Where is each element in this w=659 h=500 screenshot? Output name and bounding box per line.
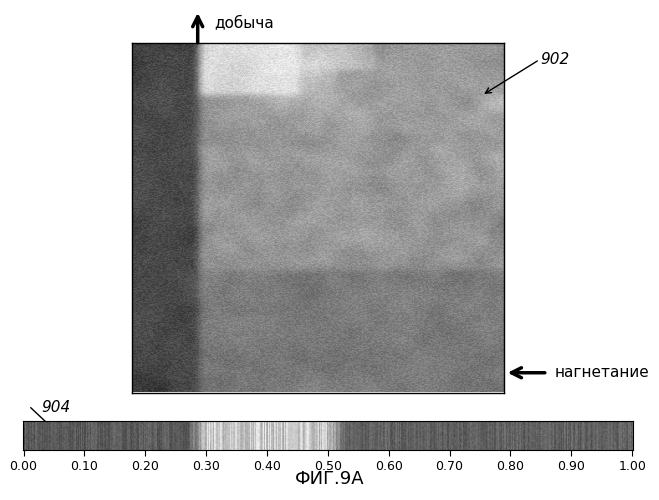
Text: 904: 904 xyxy=(41,400,70,415)
Text: добыча: добыча xyxy=(214,15,274,30)
Text: ФИГ.9А: ФИГ.9А xyxy=(295,470,364,488)
Text: нагнетание: нагнетание xyxy=(554,365,649,380)
Text: 902: 902 xyxy=(540,52,569,68)
